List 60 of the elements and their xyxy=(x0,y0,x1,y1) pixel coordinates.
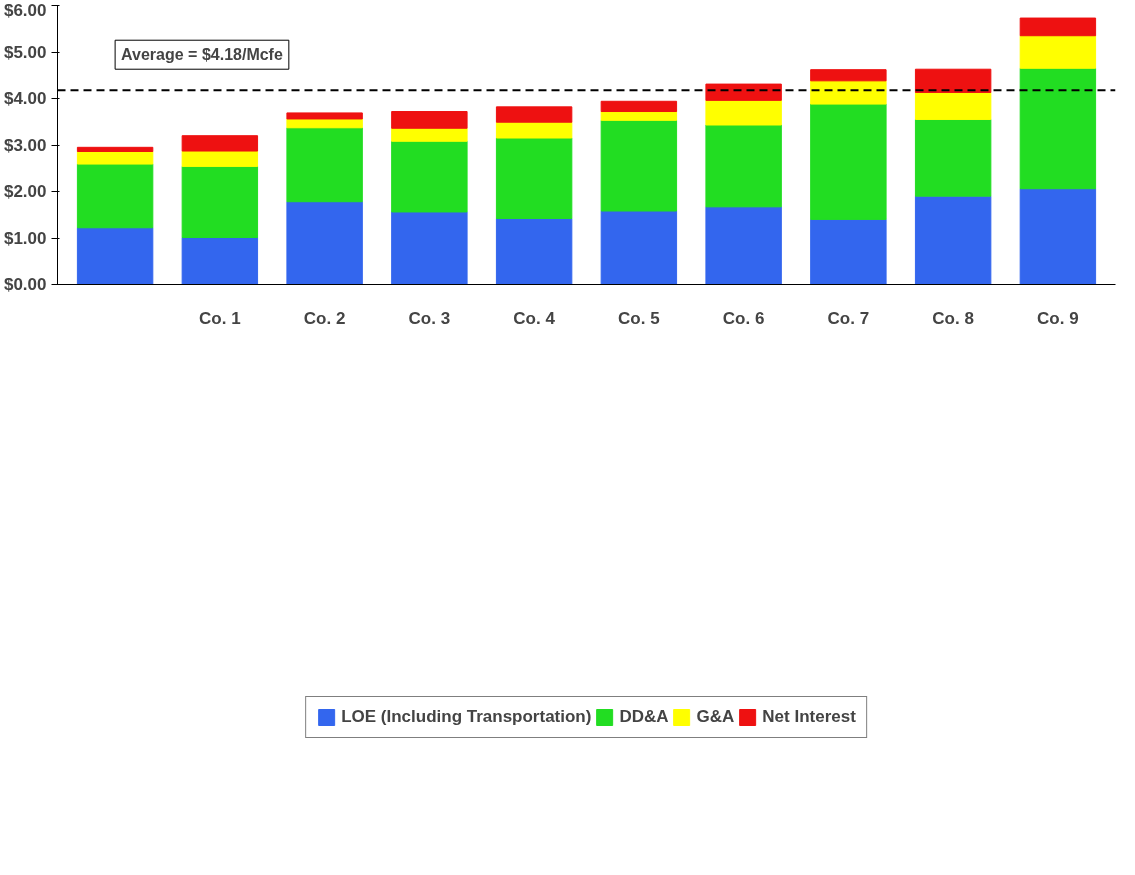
bar xyxy=(914,118,992,197)
bar xyxy=(391,111,468,129)
bar xyxy=(810,69,887,82)
y-tick-label: $4.00 xyxy=(3,89,47,108)
bar xyxy=(76,227,154,285)
legend-label: Net Interest xyxy=(762,707,856,727)
bar xyxy=(286,127,363,203)
y-tick-label: $5.00 xyxy=(3,42,47,62)
legend-label: LOE (Including Transportation) xyxy=(341,707,592,727)
bar xyxy=(1019,17,1097,37)
x-tick-label: Co. 2 xyxy=(303,308,346,328)
bar xyxy=(705,124,782,208)
bar xyxy=(914,91,992,120)
bar xyxy=(600,210,678,285)
bar xyxy=(914,195,992,285)
bar xyxy=(391,211,468,285)
bar xyxy=(391,140,468,213)
bar xyxy=(181,165,259,239)
x-tick-label: Co. 6 xyxy=(722,308,765,328)
bar xyxy=(391,127,468,142)
x-tick-label: Co. 8 xyxy=(932,308,974,328)
bar xyxy=(286,201,363,285)
bar xyxy=(181,135,259,152)
bar xyxy=(705,206,782,285)
y-tick-label: $0.00 xyxy=(3,275,47,294)
bar xyxy=(914,68,992,93)
x-tick-label: Co. 5 xyxy=(618,308,660,328)
y-tick-label: $6.00 xyxy=(3,0,47,20)
bar xyxy=(600,100,678,113)
bar xyxy=(495,217,573,285)
bar xyxy=(1019,188,1097,285)
bar xyxy=(181,150,259,167)
bar xyxy=(495,137,573,219)
bar xyxy=(286,112,363,120)
bar xyxy=(495,121,573,139)
x-tick-label: Co. 1 xyxy=(199,308,241,328)
bar xyxy=(76,146,154,153)
bar xyxy=(76,151,154,165)
bar xyxy=(705,83,782,101)
ref-line-label: Average = $4.18/Mcfe xyxy=(121,46,283,64)
x-tick-label: Co. 7 xyxy=(827,308,870,328)
bar xyxy=(495,106,573,123)
bar xyxy=(1019,67,1097,190)
x-tick-label: Co. 9 xyxy=(1037,308,1079,328)
bar xyxy=(810,103,887,220)
bar xyxy=(810,80,887,105)
x-tick-label: Co. 4 xyxy=(513,308,556,328)
y-tick-label: $1.00 xyxy=(3,228,47,248)
x-tick-label: Co. 3 xyxy=(408,308,451,328)
bar xyxy=(600,111,678,121)
legend-label: DD&A xyxy=(619,707,669,727)
bar xyxy=(1019,35,1097,69)
bar xyxy=(181,237,259,285)
y-tick-label: $3.00 xyxy=(3,135,47,155)
legend-label: G&A xyxy=(696,707,735,727)
bar xyxy=(600,119,678,212)
bar xyxy=(76,163,154,229)
bar xyxy=(705,99,782,126)
bar xyxy=(810,218,887,285)
y-tick-label: $2.00 xyxy=(3,182,47,201)
